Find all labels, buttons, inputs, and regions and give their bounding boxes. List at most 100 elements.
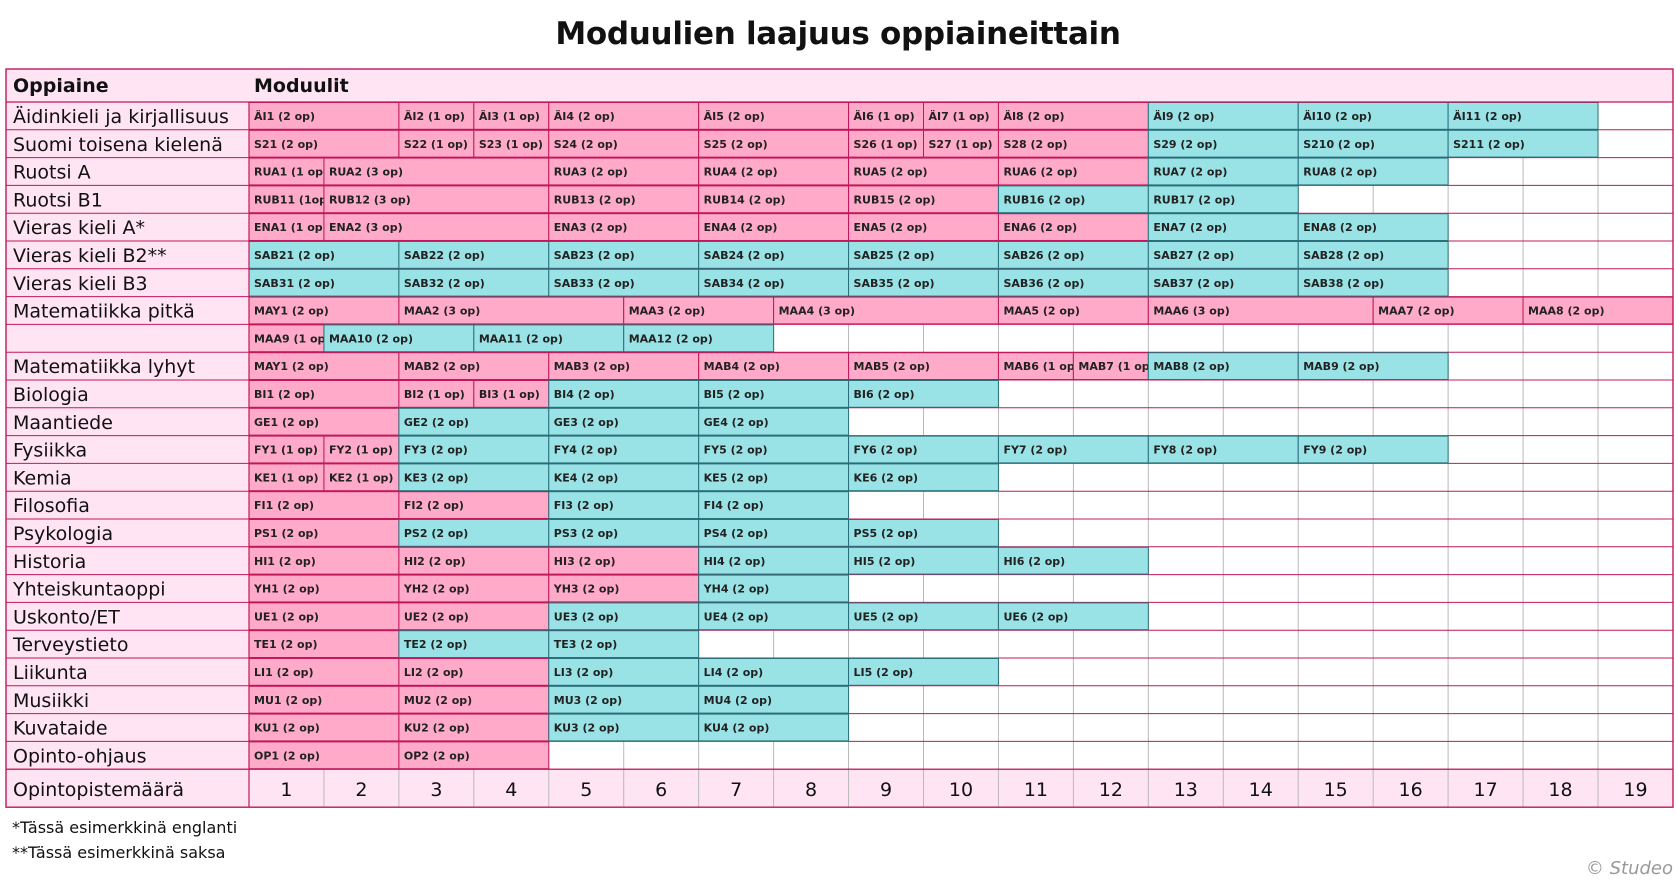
subject-label: Kemia [13,467,72,489]
subject-label: Vieras kieli B3 [13,273,148,295]
module-cell: FI2 (2 op) [398,491,550,520]
module-cell: FY2 (1 op) [323,435,400,464]
module-cell: SAB23 (2 op) [548,241,700,269]
module-block [248,713,400,742]
module-label: UE2 (2 op) [404,610,469,623]
module-cell: HI4 (2 op) [698,546,850,575]
module-label: ÄI2 (1 op) [404,109,465,123]
module-cell: RUA3 (2 op) [548,157,700,186]
module-block [548,129,700,158]
table-border [5,68,1674,808]
module-cell: TE2 (2 op) [398,630,550,659]
module-cell: MAB5 (2 op) [848,352,999,381]
module-block [1297,213,1449,241]
module-label: FY4 (2 op) [554,444,618,457]
module-block [698,685,850,714]
module-cell: PS3 (2 op) [548,519,700,547]
module-label: SAB32 (2 op) [404,277,485,290]
module-label: MAA3 (2 op) [629,305,705,318]
module-label: LI3 (2 op) [554,666,614,679]
module-cell: BI4 (2 op) [548,380,700,408]
subject-label: Historia [13,551,86,573]
module-cell: KE1 (1 op) [248,463,325,492]
module-label: LI5 (2 op) [854,666,914,679]
module-label: KE4 (2 op) [554,471,619,484]
module-block [848,129,924,158]
module-label: YH3 (2 op) [553,583,620,596]
module-cell: RUA6 (2 op) [997,157,1149,186]
module-label: RUA1 (1 op) [254,166,328,179]
module-label: YH4 (2 op) [703,583,770,596]
module-label: SAB37 (2 op) [1153,277,1234,290]
module-block [548,602,700,631]
module-cell: RUB17 (2 op) [1147,185,1299,214]
module-label: ÄI10 (2 op) [1303,109,1372,123]
module-block [773,296,999,325]
module-block [1297,241,1449,269]
module-label: ÄI8 (2 op) [1003,109,1064,123]
subject-label: Musiikki [13,690,89,712]
module-label: ÄI3 (1 op) [479,109,540,123]
module-block [323,435,400,464]
module-block [698,574,850,603]
module-label: KU2 (2 op) [404,722,470,735]
module-cell: S27 (1 op) [923,129,999,158]
module-block [698,157,850,186]
module-label: SAB33 (2 op) [554,277,635,290]
module-label: FI2 (2 op) [404,499,464,512]
credit-number: 15 [1324,779,1348,801]
module-cell: KE4 (2 op) [548,463,700,492]
credit-number: 4 [505,779,517,801]
module-block [997,546,1149,575]
module-label: UE6 (2 op) [1003,610,1068,623]
module-label: SAB28 (2 op) [1303,249,1384,262]
module-label: S23 (1 op) [479,138,543,151]
module-label: S27 (1 op) [929,138,993,151]
module-block [398,741,550,770]
module-block [698,241,850,269]
module-cell: YH1 (2 op) [248,574,400,603]
module-label: SAB38 (2 op) [1303,277,1384,290]
module-label: BI2 (1 op) [404,388,465,401]
module-cell: ÄI6 (1 op) [848,102,924,130]
module-block [248,407,400,436]
module-cell: BI1 (2 op) [248,380,400,408]
module-label: KU1 (2 op) [254,722,320,735]
module-block [923,129,999,158]
module-block [398,713,550,742]
module-label: MAB4 (2 op) [704,360,780,373]
module-cell: TE1 (2 op) [248,630,400,659]
module-block [248,574,400,603]
module-block [248,241,400,269]
module-label: ENA7 (2 op) [1153,221,1227,234]
credit-number: 16 [1399,779,1423,801]
module-label: RUA8 (2 op) [1303,166,1377,179]
credit-number: 14 [1249,779,1273,801]
module-label: MAB3 (2 op) [554,360,630,373]
module-cell: MAB9 (2 op) [1297,352,1449,381]
module-label: S26 (1 op) [854,138,918,151]
module-label: HI4 (2 op) [704,555,766,568]
module-label: MAA11 (2 op) [479,332,563,345]
module-cell: FI3 (2 op) [548,491,700,520]
module-cell: RUA1 (1 op) [248,157,328,186]
module-cell: MAA6 (3 op) [1147,296,1374,325]
module-block [1297,102,1449,130]
module-block [548,685,700,714]
module-block [1147,435,1299,464]
header-subject: Oppiaine [13,75,109,97]
module-cell: ENA3 (2 op) [548,213,700,241]
module-cell: KU1 (2 op) [248,713,400,742]
module-cell: S28 (2 op) [997,129,1149,158]
module-label: S22 (1 op) [404,138,468,151]
module-cell: GE2 (2 op) [398,407,550,436]
credit-number: 12 [1099,779,1123,801]
subject-label: Filosofia [13,495,90,517]
module-label: RUA5 (2 op) [854,166,928,179]
module-label: MU2 (2 op) [404,694,472,707]
module-cell: S26 (1 op) [848,129,924,158]
module-cell: SAB28 (2 op) [1297,241,1449,269]
module-label: RUB16 (2 op) [1003,193,1085,206]
module-cell: SAB25 (2 op) [848,241,999,269]
module-block [1147,268,1299,297]
